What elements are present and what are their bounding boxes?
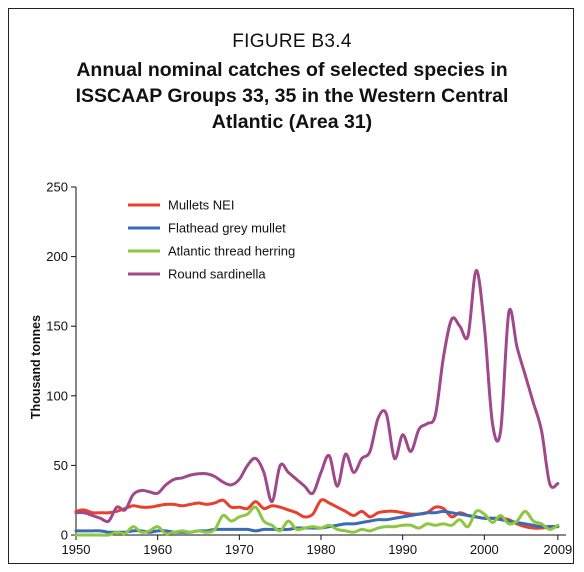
legend-label: Mullets NEI: [168, 198, 234, 213]
legend-label: Flathead grey mullet: [168, 221, 286, 236]
chart-axes: 0 50 100 150 200 250 1950 1960 1970 1980 1990 2000 2…: [46, 180, 572, 558]
y-tick-label: 250: [46, 180, 68, 195]
y-tick-label: 50: [54, 458, 68, 473]
chart-series: [74, 269, 560, 537]
x-tick-label: 2009: [543, 542, 572, 557]
x-tick-label: 1960: [143, 542, 172, 557]
x-tick-label: 1990: [388, 542, 417, 557]
legend-label: Atlantic thread herring: [168, 244, 295, 259]
x-tick-label: 1970: [225, 542, 254, 557]
y-tick-label: 150: [46, 319, 68, 334]
y-tick-label: 200: [46, 249, 68, 264]
figure-label: FIGURE B3.4: [232, 31, 352, 52]
y-tick-label: 0: [61, 528, 68, 543]
series-line-round-sardinella: [74, 269, 560, 524]
series-line-atlantic-thread-herring: [74, 505, 560, 537]
x-tick-label: 2000: [470, 542, 499, 557]
y-tick-label: 100: [46, 388, 68, 403]
legend-label: Round sardinella: [168, 267, 266, 282]
y-axis-label: Thousand tonnes: [29, 315, 43, 419]
chart-legend: Mullets NEI Flathead grey mullet Atlantic …: [128, 198, 295, 282]
figure-title: Annual nominal catches of selected speci…: [75, 59, 509, 133]
x-tick-label: 1980: [307, 542, 336, 557]
x-tick-label: 1950: [62, 542, 91, 557]
